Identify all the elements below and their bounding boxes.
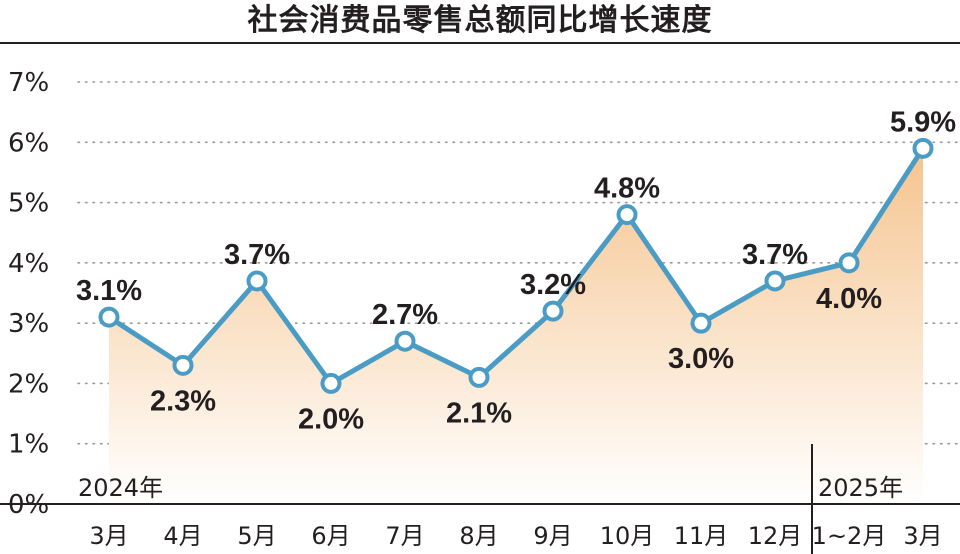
y-tick-label: 6% (8, 128, 49, 158)
x-tick-label: 7月 (385, 522, 424, 550)
data-label: 4.0% (816, 283, 882, 315)
x-tick-label: 9月 (533, 522, 572, 550)
x-tick-label: 4月 (163, 522, 202, 550)
area-fill (109, 148, 923, 505)
x-tick-label: 12月 (748, 522, 803, 550)
data-label: 3.7% (742, 239, 808, 271)
data-label: 3.1% (76, 275, 142, 307)
x-tick-label: 10月 (600, 522, 655, 550)
x-tick-label: 8月 (459, 522, 498, 550)
y-tick-label: 7% (8, 68, 49, 98)
y-tick-label: 3% (8, 309, 49, 339)
year-label-2025: 2025年 (818, 474, 903, 502)
x-tick-label: 3月 (903, 522, 942, 550)
y-tick-label: 4% (8, 249, 49, 279)
data-point (764, 270, 786, 292)
data-label: 3.0% (668, 343, 734, 375)
data-point (542, 300, 564, 322)
y-tick-label: 1% (8, 430, 49, 460)
data-point (912, 137, 934, 159)
data-label: 3.7% (224, 239, 290, 271)
chart-title: 社会消费品零售总额同比增长速度 (247, 3, 713, 38)
data-point (838, 252, 860, 274)
title-rule (0, 42, 960, 44)
data-point (320, 372, 342, 394)
data-label: 4.8% (594, 173, 660, 205)
data-label: 2.7% (372, 299, 438, 331)
data-label: 2.3% (150, 385, 216, 417)
data-point (616, 204, 638, 226)
x-tick-label: 1~2月 (812, 522, 887, 550)
y-tick-label: 2% (8, 369, 49, 399)
data-point (172, 354, 194, 376)
data-label: 2.0% (298, 403, 364, 435)
data-point (690, 312, 712, 334)
data-point (394, 330, 416, 352)
data-point (468, 366, 490, 388)
series-line (107, 146, 926, 386)
y-tick-label: 5% (8, 189, 49, 219)
data-label: 2.1% (446, 397, 512, 429)
x-tick-label: 5月 (237, 522, 276, 550)
x-tick-label: 11月 (674, 522, 729, 550)
data-point (246, 270, 268, 292)
data-label: 5.9% (890, 106, 956, 138)
year-label-2024: 2024年 (78, 474, 163, 502)
data-label: 3.2% (520, 269, 586, 301)
x-tick-label: 3月 (89, 522, 128, 550)
x-tick-label: 6月 (311, 522, 350, 550)
data-point (98, 306, 120, 328)
